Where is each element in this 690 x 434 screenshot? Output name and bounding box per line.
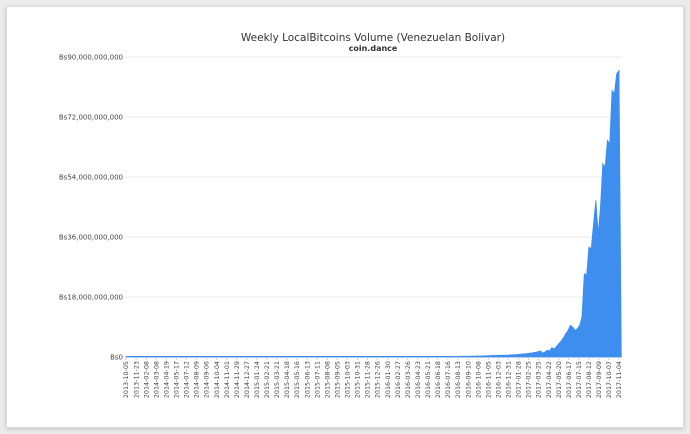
x-tick-label: 2016-03-26	[404, 361, 412, 398]
y-axis: Bs0 Bs18,000,000,000 Bs36,000,000,000 Bs54,…	[59, 54, 123, 362]
x-tick-label: 2013-10-05	[122, 361, 130, 398]
x-tick-label: 2016-09-10	[464, 361, 472, 398]
y-tick-label: Bs18,000,000,000	[59, 294, 123, 302]
x-tick-label: 2015-01-24	[253, 361, 261, 398]
y-tick-label: Bs90,000,000,000	[59, 54, 123, 62]
x-tick-label: 2014-09-06	[203, 361, 211, 398]
x-tick-label: 2017-03-25	[535, 361, 543, 398]
x-tick-label: 2016-08-13	[454, 361, 462, 398]
x-tick-label: 2015-10-03	[344, 361, 352, 398]
x-tick-label: 2014-08-09	[193, 361, 201, 398]
x-tick-label: 2015-05-16	[293, 361, 301, 398]
volume-area	[125, 69, 622, 358]
y-tick-label: Bs36,000,000,000	[59, 234, 123, 242]
x-tick-label: 2016-12-31	[505, 361, 513, 398]
x-axis: 2013-10-05 2013-11-23 2014-02-08 2014-03-08…	[122, 357, 623, 398]
x-tick-label: 2016-06-18	[434, 361, 442, 398]
x-tick-label: 2017-11-04	[615, 361, 623, 398]
y-tick-label: Bs0	[110, 354, 123, 362]
y-tick-label: Bs54,000,000,000	[59, 174, 123, 182]
chart-subtitle: coin.dance	[349, 44, 398, 53]
chart-card	[6, 6, 684, 428]
x-tick-label: 2016-12-03	[494, 361, 502, 398]
x-tick-label: 2015-08-08	[323, 361, 331, 398]
x-tick-label: 2014-11-29	[233, 361, 241, 398]
x-tick-label: 2014-02-08	[142, 361, 150, 398]
x-tick-label: 2015-04-18	[283, 361, 291, 398]
x-tick-label: 2016-10-08	[474, 361, 482, 398]
x-tick-label: 2017-07-15	[575, 361, 583, 398]
x-tick-label: 2015-07-11	[313, 361, 321, 398]
x-tick-label: 2014-07-12	[183, 361, 191, 398]
x-tick-label: 2015-10-31	[354, 361, 362, 398]
gridlines	[126, 56, 622, 358]
x-tick-label: 2014-05-17	[173, 361, 181, 398]
x-tick-label: 2016-01-30	[384, 361, 392, 398]
x-tick-label: 2017-06-17	[565, 361, 573, 398]
x-tick-label: 2017-04-22	[545, 361, 553, 398]
x-tick-label: 2014-11-01	[223, 361, 231, 398]
x-tick-label: 2016-04-23	[414, 361, 422, 398]
x-tick-label: 2014-04-19	[162, 361, 170, 398]
x-tick-label: 2014-03-08	[152, 361, 160, 398]
x-tick-label: 2014-12-27	[243, 361, 251, 398]
x-tick-label: 2016-02-27	[394, 361, 402, 398]
x-tick-label: 2017-08-12	[585, 361, 593, 398]
x-tick-label: 2015-03-21	[273, 361, 281, 398]
x-tick-label: 2016-05-21	[424, 361, 432, 398]
chart-title: Weekly LocalBitcoins Volume (Venezuelan …	[241, 32, 505, 44]
y-tick-label: Bs72,000,000,000	[59, 114, 123, 122]
x-tick-label: 2015-11-28	[364, 361, 372, 398]
x-tick-label: 2015-02-21	[263, 361, 271, 398]
x-tick-label: 2013-11-23	[132, 361, 140, 398]
x-tick-label: 2015-09-05	[333, 361, 341, 398]
x-tick-label: 2015-06-13	[303, 361, 311, 398]
x-tick-label: 2016-11-05	[484, 361, 492, 398]
plot-area	[125, 69, 622, 358]
x-tick-label: 2015-12-26	[374, 361, 382, 398]
x-tick-label: 2016-07-16	[444, 361, 452, 398]
x-tick-label: 2014-10-04	[213, 361, 221, 398]
x-tick-label: 2017-01-28	[515, 361, 523, 398]
x-tick-label: 2017-05-20	[555, 361, 563, 398]
x-tick-label: 2017-10-07	[605, 361, 613, 398]
x-tick-label: 2017-02-25	[525, 361, 533, 398]
x-tick-label: 2017-09-09	[595, 361, 603, 398]
